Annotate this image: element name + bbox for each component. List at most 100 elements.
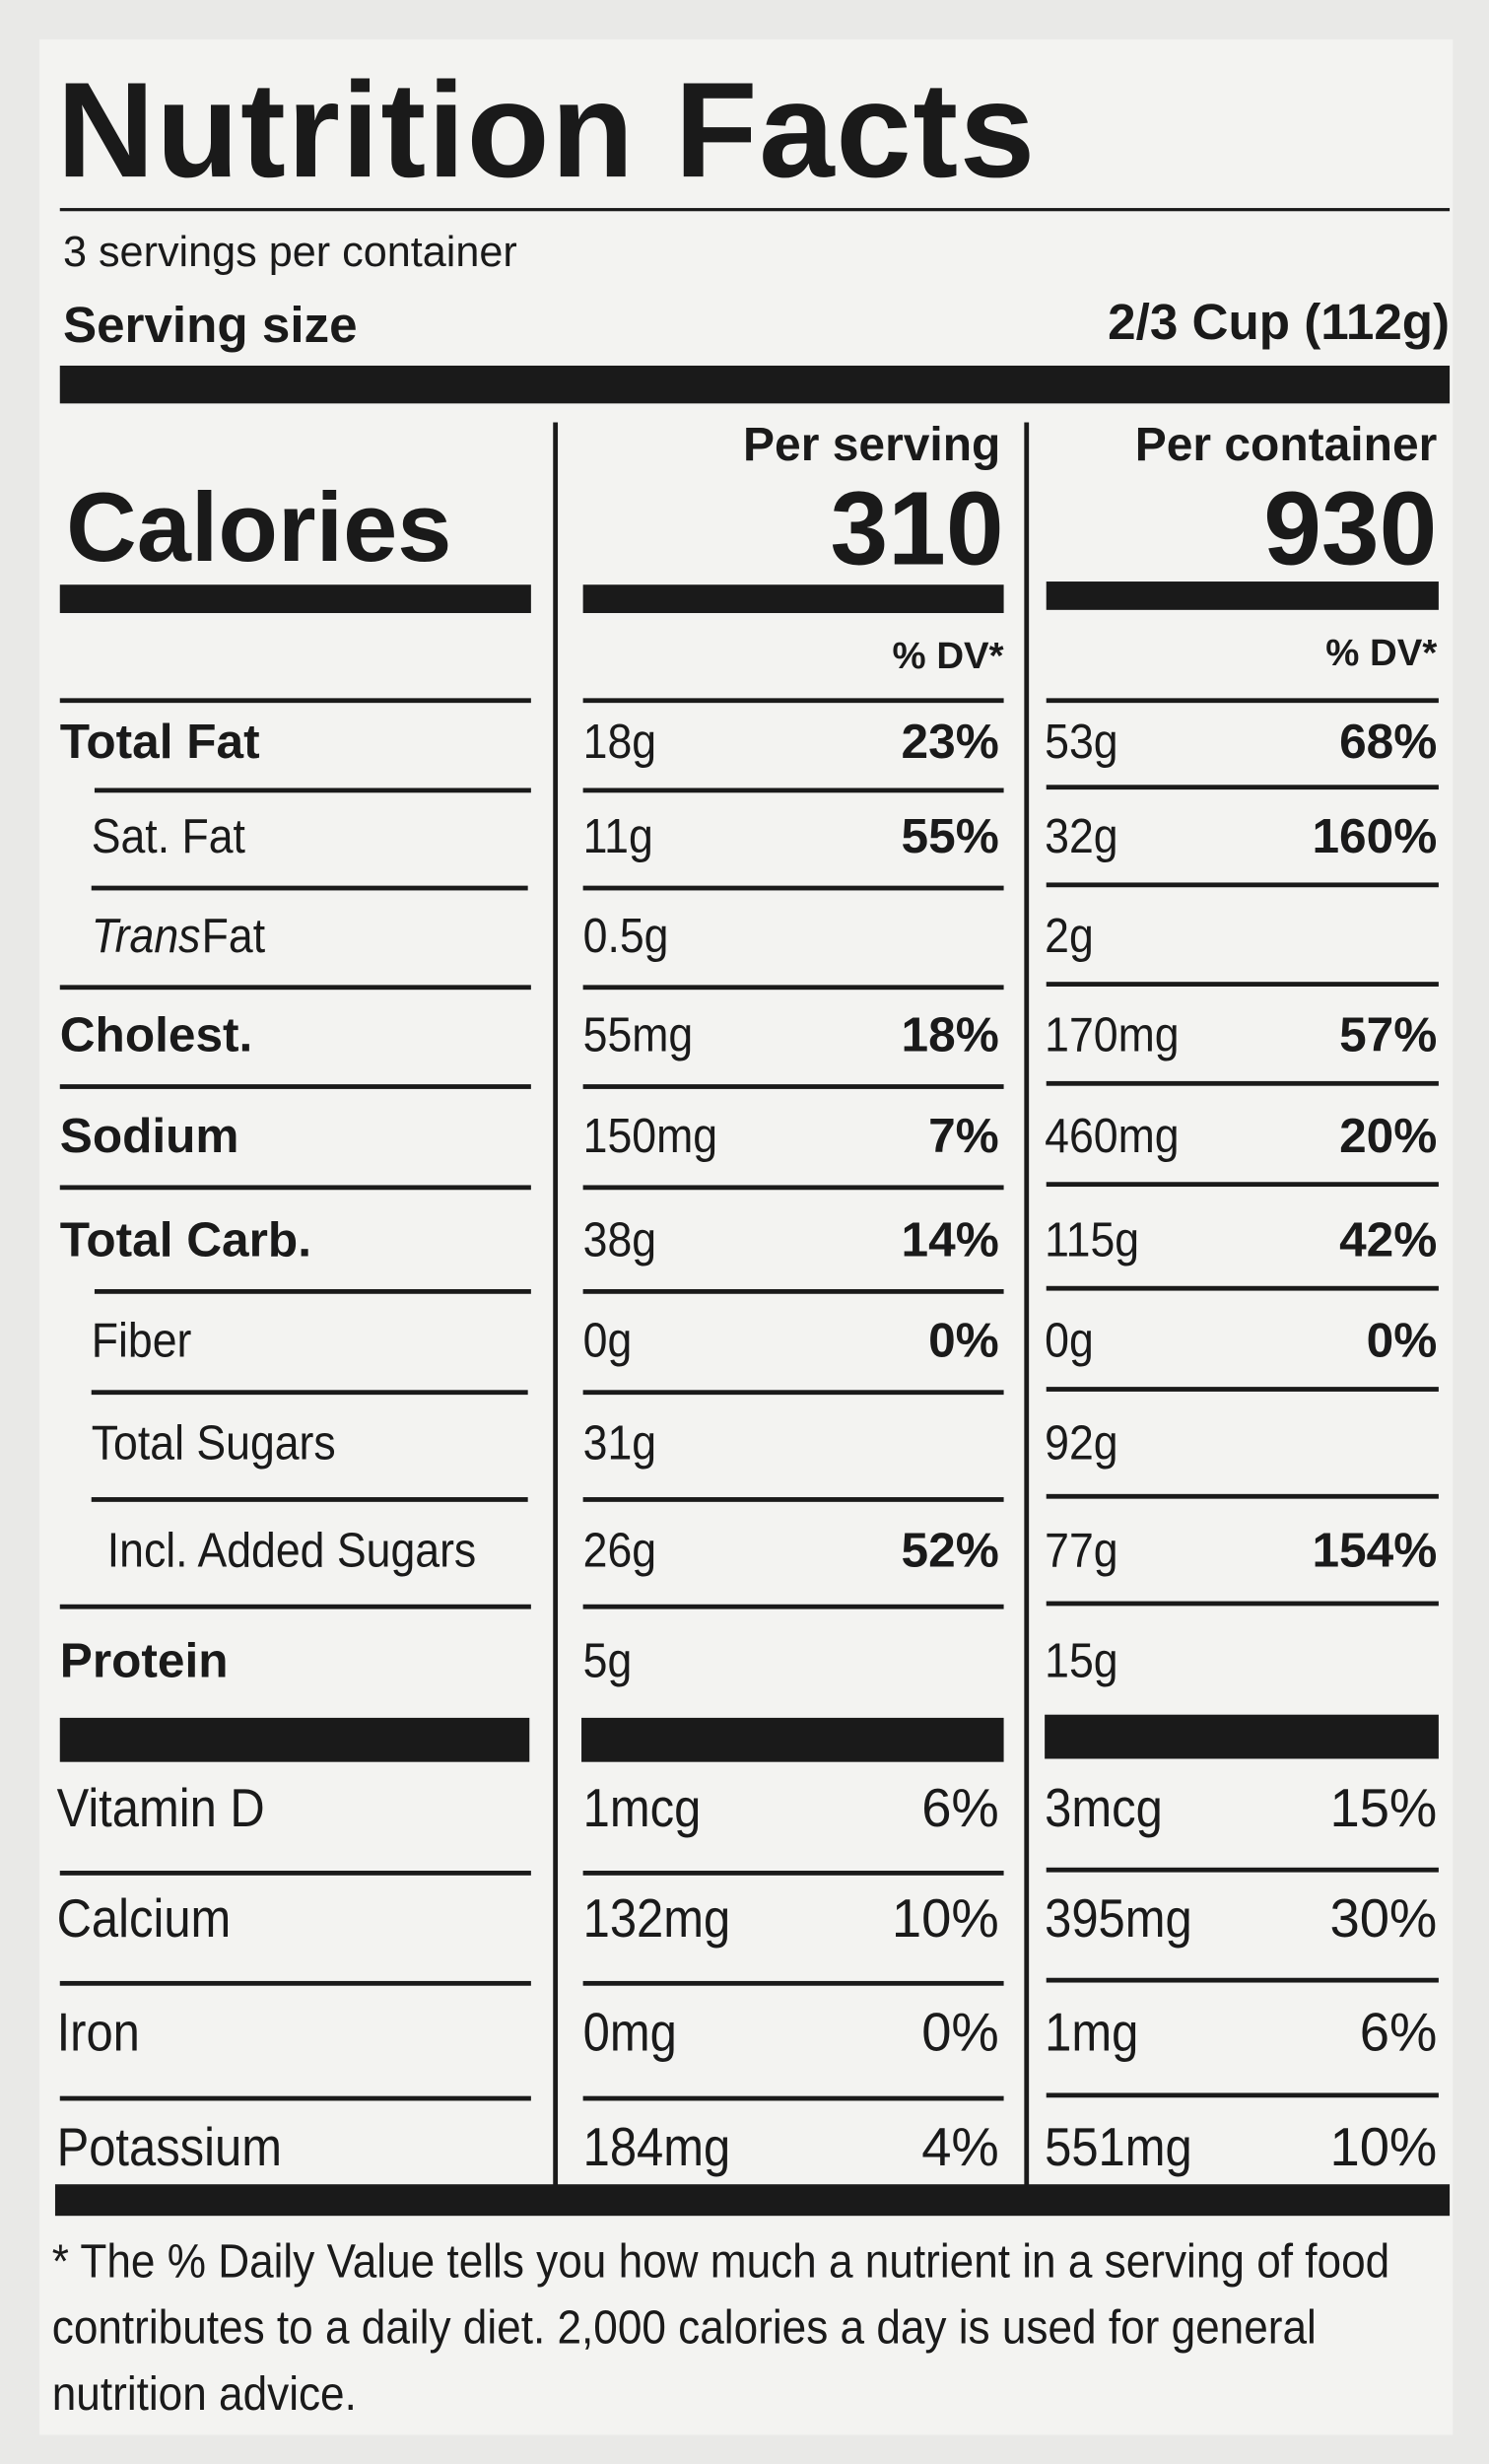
rule [59, 1871, 531, 1876]
rule [582, 1604, 1004, 1609]
rule [582, 787, 1004, 793]
amount: 0mg [582, 2003, 677, 2064]
thick-rule [582, 584, 1004, 614]
amount: 38g [582, 1210, 657, 1266]
rule [59, 698, 531, 704]
rule [582, 1497, 1004, 1502]
dv-header: % DV* [892, 635, 1004, 678]
rule [59, 1980, 531, 1986]
amount: 11g [582, 807, 653, 863]
amount: 551mg [1045, 2118, 1192, 2178]
amount: 5g [582, 1631, 633, 1687]
rule [582, 698, 1004, 704]
thick-rule [1045, 1714, 1439, 1759]
daily-value: 6% [1359, 2003, 1438, 2064]
daily-value: 14% [901, 1210, 999, 1266]
rule [1046, 1601, 1439, 1607]
rule [582, 2095, 1004, 2101]
amount: 53g [1045, 713, 1118, 769]
thick-rule [59, 365, 1451, 404]
amount: 26g [582, 1521, 657, 1577]
calories: 310 [830, 469, 1004, 586]
amount: 132mg [582, 1889, 731, 1950]
amount: 77g [1045, 1521, 1118, 1577]
rule [91, 1390, 528, 1396]
rule [59, 208, 1451, 212]
row-label: Iron [56, 2003, 140, 2064]
rule [1046, 1285, 1439, 1291]
amount: 18g [582, 713, 657, 769]
amount: 0g [1045, 1312, 1094, 1368]
row-label: Sat. Fat [91, 807, 245, 863]
calories: 930 [1263, 469, 1438, 586]
amount: 1mg [1045, 2003, 1139, 2064]
row-label: Vitamin D [56, 1779, 265, 1840]
daily-value: 42% [1339, 1210, 1438, 1266]
rule [94, 787, 531, 793]
row-label: Cholest. [59, 1005, 253, 1061]
amount: 31g [582, 1414, 657, 1471]
rule [91, 885, 528, 891]
row-label: Sodium [59, 1107, 239, 1163]
rule [1046, 1493, 1439, 1499]
col-header: Per serving [743, 419, 1001, 472]
amount: 460mg [1045, 1107, 1180, 1163]
amount: 32g [1045, 807, 1118, 863]
rule [1046, 1182, 1439, 1188]
row-label: Fat [201, 907, 266, 963]
rule [1046, 882, 1439, 888]
daily-value: 160% [1312, 807, 1438, 863]
rule [59, 2095, 531, 2101]
row-label: Calcium [56, 1889, 232, 1950]
thick-rule [581, 1717, 1004, 1762]
amount: 184mg [582, 2118, 731, 2178]
row-label: Total Carb. [59, 1210, 311, 1266]
rule [582, 1390, 1004, 1396]
serving-size-value: 2/3 Cup (112g) [1108, 293, 1451, 350]
amount: 15g [1045, 1631, 1118, 1687]
daily-value: 15% [1329, 1779, 1438, 1840]
daily-value: 57% [1339, 1005, 1438, 1061]
row-label: Incl. Added Sugars [106, 1521, 477, 1577]
rule [582, 1185, 1004, 1191]
daily-value: 55% [901, 807, 999, 863]
rule [582, 985, 1004, 991]
footnote: * The % Daily Value tells you how much a… [51, 2235, 1390, 2422]
row-label-italic: Trans [91, 907, 201, 963]
rule [1046, 698, 1439, 704]
rule [1046, 1387, 1439, 1392]
rule [59, 985, 531, 991]
rule [1046, 1977, 1439, 1983]
servings: 3 servings per container [62, 228, 517, 276]
daily-value: 10% [1329, 2118, 1438, 2178]
daily-value: 7% [928, 1107, 999, 1163]
row-label: Potassium [56, 2118, 282, 2178]
rule [59, 1185, 531, 1191]
rule [59, 1604, 531, 1609]
row-label: Protein [59, 1631, 229, 1687]
rule [1046, 1080, 1439, 1086]
serving-size-label: Serving size [62, 296, 358, 354]
amount: 150mg [582, 1107, 718, 1163]
daily-value: 0% [1366, 1312, 1438, 1368]
thick-rule [54, 2184, 1451, 2217]
rule [1046, 1867, 1439, 1873]
daily-value: 10% [891, 1889, 999, 1950]
daily-value: 154% [1312, 1521, 1438, 1577]
divider [1024, 422, 1030, 2194]
amount: 395mg [1045, 1889, 1192, 1950]
amount: 0g [582, 1312, 633, 1368]
amount: 1mcg [582, 1779, 702, 1840]
daily-value: 68% [1339, 713, 1438, 769]
rule [94, 1288, 531, 1294]
rule [582, 1980, 1004, 1986]
rule [582, 885, 1004, 891]
daily-value: 0% [921, 2003, 999, 2064]
amount: 115g [1045, 1210, 1140, 1266]
title: Nutrition Facts [56, 54, 1037, 207]
amount: 2g [1045, 907, 1094, 963]
daily-value: 52% [901, 1521, 999, 1577]
daily-value: 4% [921, 2118, 999, 2178]
